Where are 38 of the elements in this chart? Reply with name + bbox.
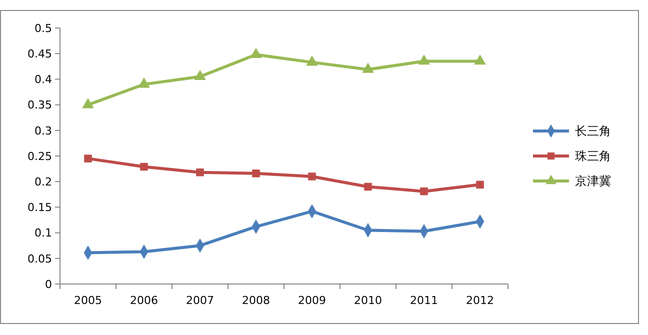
y-tick-label: 0.45 — [28, 47, 52, 60]
x-tick-label: 2010 — [354, 294, 382, 307]
point — [418, 54, 430, 65]
legend-label: 京津冀 — [575, 174, 611, 188]
x-tick-label: 2012 — [466, 294, 494, 307]
point — [82, 98, 94, 108]
point — [476, 180, 484, 189]
x-tick-label: 2011 — [410, 294, 438, 307]
point — [420, 187, 428, 196]
y-tick-label: 0.2 — [34, 175, 52, 188]
point — [196, 168, 204, 176]
y-tick-label: 0.3 — [34, 124, 52, 138]
x-tick-label: 2005 — [74, 294, 102, 307]
legend-label: 长三角 — [575, 124, 611, 138]
x-tick-label: 2007 — [186, 294, 214, 307]
y-tick-label: 0.15 — [28, 201, 52, 214]
point — [252, 170, 260, 178]
y-tick-label: 0.35 — [28, 98, 52, 112]
point — [364, 182, 372, 191]
point — [138, 78, 150, 88]
x-tick-label: 2008 — [242, 294, 270, 307]
y-tick-label: 0.25 — [28, 150, 52, 163]
point — [306, 56, 318, 66]
point — [140, 162, 148, 171]
legend-label: 珠三角 — [575, 149, 611, 164]
y-tick-label: 0 — [45, 278, 52, 291]
y-tick-label: 0.1 — [34, 226, 52, 240]
point — [194, 70, 206, 80]
y-tick-label: 0.5 — [34, 22, 52, 35]
x-tick-label: 2009 — [298, 294, 326, 307]
x-tick-label: 2006 — [130, 294, 158, 307]
point — [362, 62, 374, 73]
point — [84, 154, 92, 162]
point — [474, 54, 486, 65]
y-tick-label: 0.05 — [28, 252, 52, 266]
y-tick-label: 0.4 — [34, 73, 52, 86]
point — [308, 172, 316, 180]
point — [250, 48, 262, 58]
